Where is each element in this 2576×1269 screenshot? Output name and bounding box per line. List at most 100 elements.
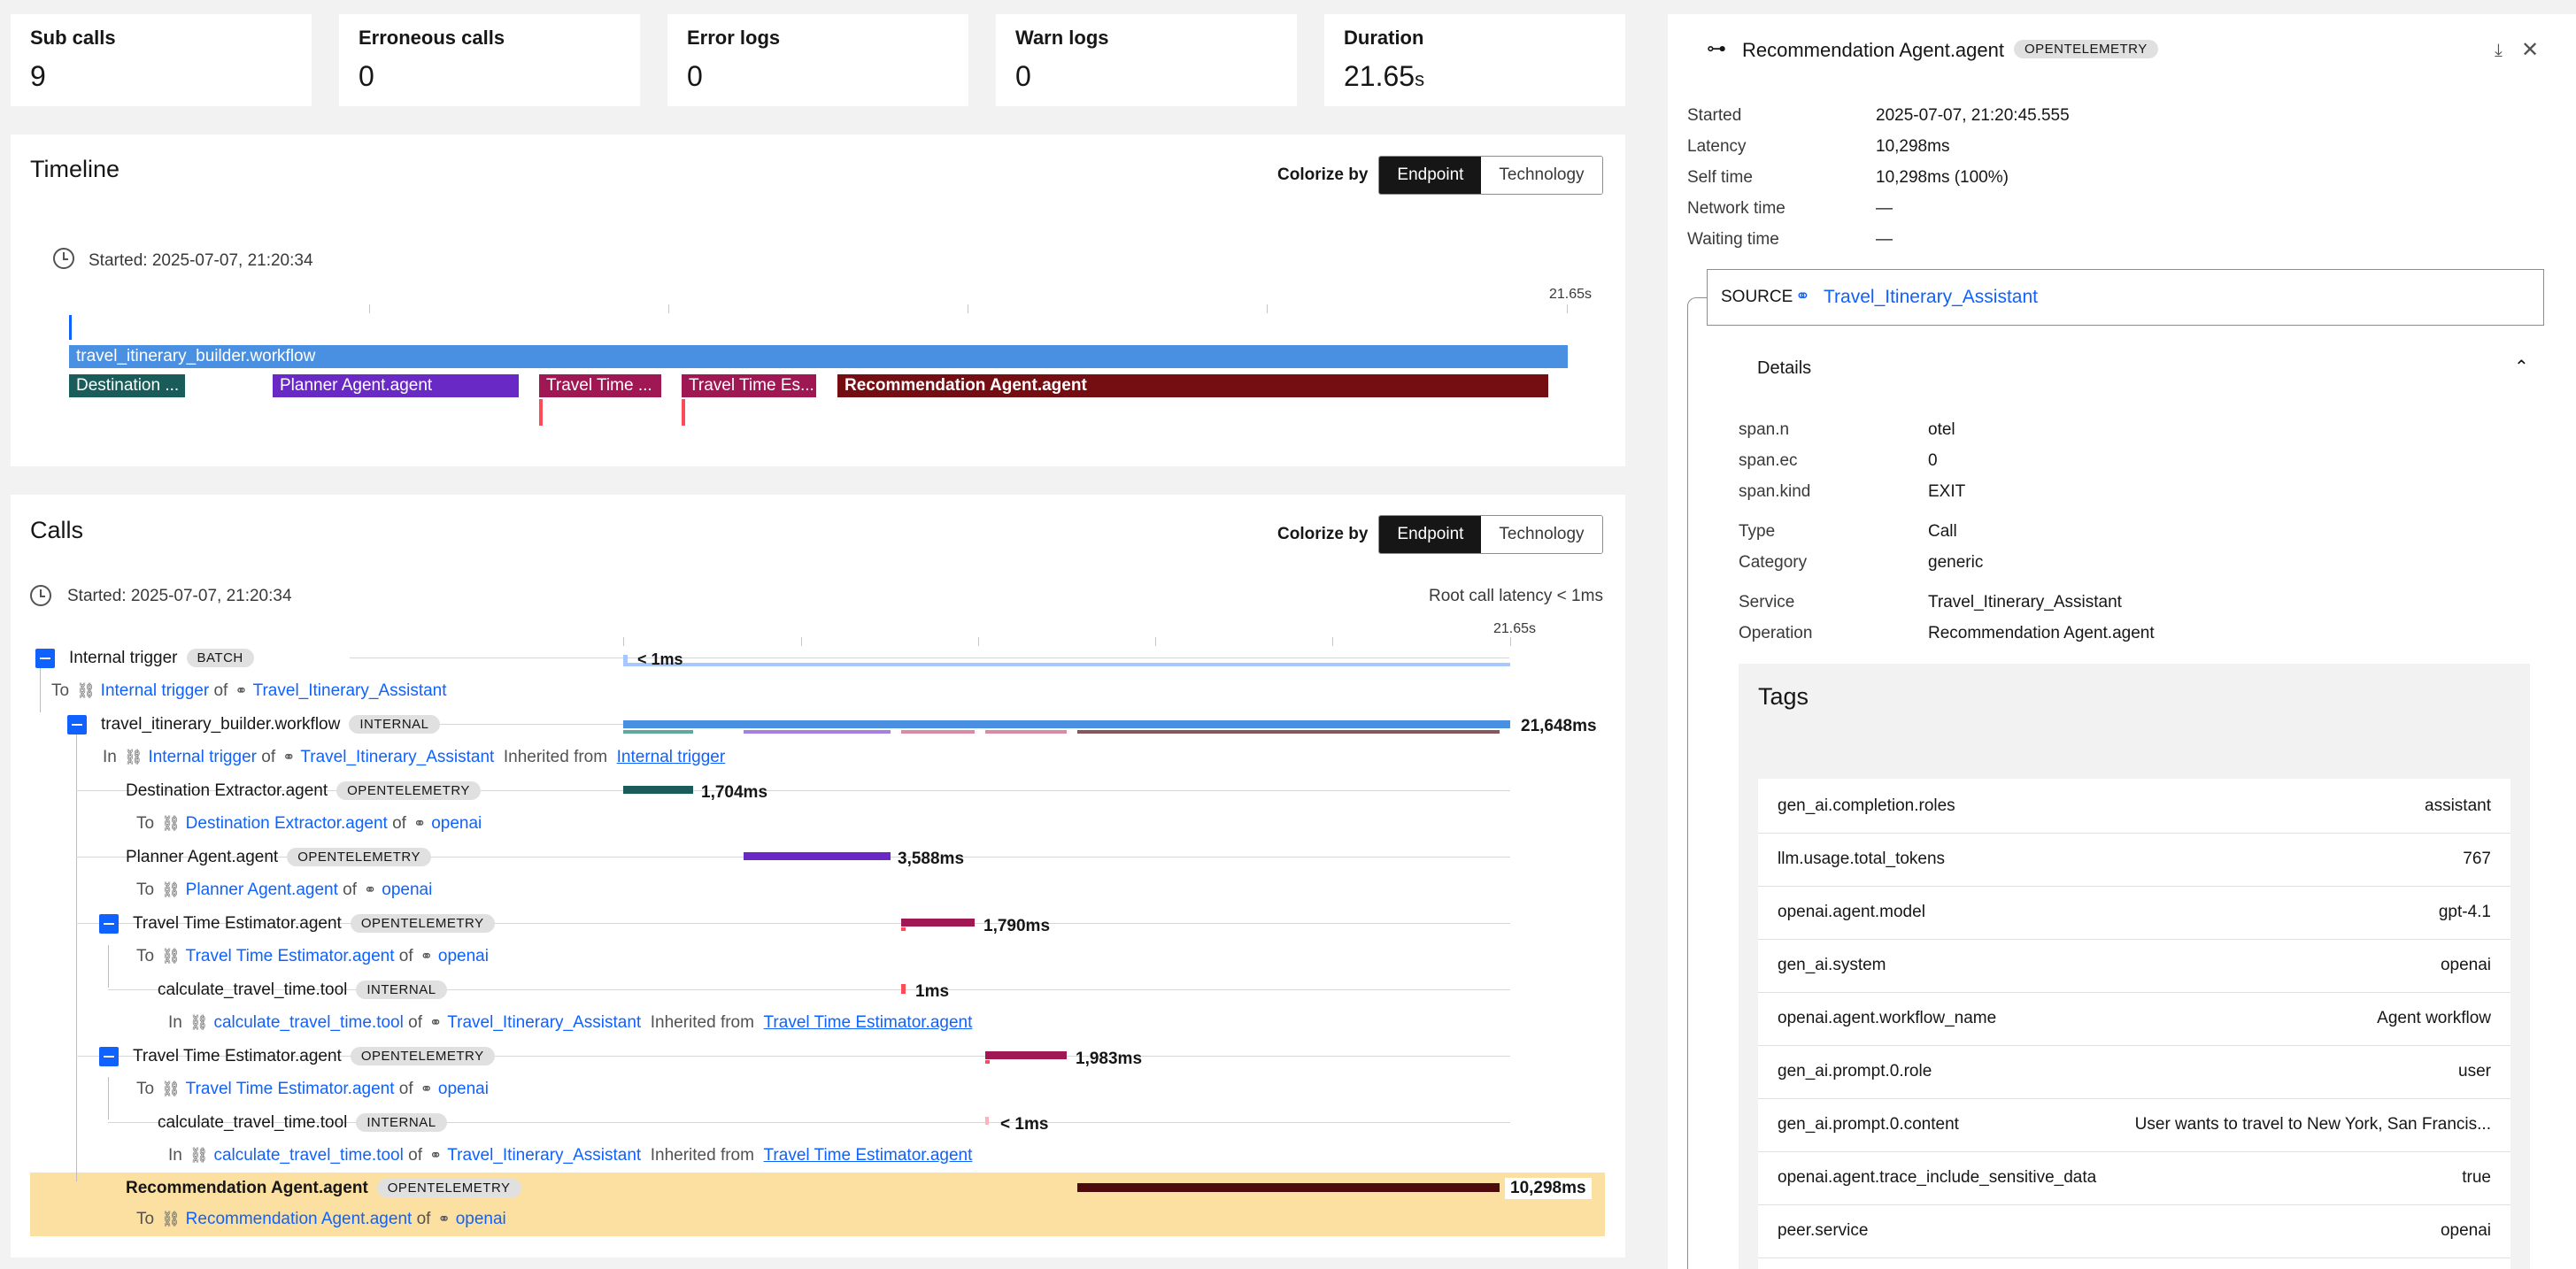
collapse-icon[interactable] [35, 649, 55, 668]
inherited-link[interactable]: Travel Time Estimator.agent [763, 1146, 973, 1165]
call-badge: OPENTELEMETRY [350, 1047, 495, 1065]
call-row-travel-time-estimator[interactable]: Travel Time Estimator.agent OPENTELEMETRY [133, 914, 495, 934]
chevron-up-icon[interactable]: ⌃ [2514, 358, 2529, 377]
tag-row: gen_ai.system openai [1758, 940, 2510, 993]
inherited-link[interactable]: Internal trigger [616, 748, 726, 766]
to-label: To [136, 881, 155, 899]
timeline-tick [668, 304, 669, 313]
kv-value: 10,298ms [1876, 137, 1950, 156]
download-icon[interactable]: ⤓ [2495, 41, 2503, 60]
tag-value: openai [2440, 956, 2491, 974]
call-row-internal-trigger[interactable]: Internal trigger BATCH [69, 649, 254, 668]
service-link[interactable]: openai [431, 814, 482, 833]
of-label: of [416, 1210, 431, 1228]
call-bar[interactable] [1077, 1183, 1500, 1192]
timeline-bar-travel-time-2[interactable]: Travel Time Es... [682, 374, 816, 397]
call-row-travel-time-estimator[interactable]: Travel Time Estimator.agent OPENTELEMETRY [133, 1047, 495, 1066]
endpoint-icon: ⛓ [123, 749, 143, 765]
timeline-bar-travel-time-1[interactable]: Travel Time ... [539, 374, 661, 397]
colorize-technology-button[interactable]: Technology [1481, 157, 1602, 194]
call-row-workflow[interactable]: travel_itinerary_builder.workflow INTERNA… [101, 715, 440, 734]
call-name: Travel Time Estimator.agent [133, 914, 342, 933]
service-link[interactable]: openai [437, 947, 489, 965]
endpoint-link[interactable]: calculate_travel_time.tool [213, 1013, 404, 1032]
call-row-destination-extractor[interactable]: Destination Extractor.agent OPENTELEMETRY [126, 781, 481, 801]
timeline-bar-recommendation[interactable]: Recommendation Agent.agent [837, 374, 1548, 397]
call-bar[interactable] [623, 786, 693, 794]
call-bar[interactable] [985, 1051, 1067, 1059]
endpoint-link[interactable]: Internal trigger [148, 748, 257, 766]
call-duration: 3,588ms [898, 850, 965, 868]
service-link[interactable]: Travel_Itinerary_Assistant [300, 748, 495, 766]
tag-value: true [2462, 1168, 2491, 1187]
detail-key: Type [1739, 522, 1776, 541]
call-row-calculate-travel-time[interactable]: calculate_travel_time.tool INTERNAL [158, 1113, 447, 1133]
inherited-link[interactable]: Travel Time Estimator.agent [763, 1013, 973, 1032]
duration-number: 21.65 [1344, 60, 1415, 92]
to-label: To [136, 814, 155, 833]
timeline-started: Started: 2025-07-07, 21:20:34 [89, 251, 313, 270]
call-name: Travel Time Estimator.agent [133, 1047, 342, 1065]
call-row-planner[interactable]: Planner Agent.agent OPENTELEMETRY [126, 848, 431, 867]
service-link[interactable]: openai [455, 1210, 506, 1228]
source-service-link[interactable]: Travel_Itinerary_Assistant [1824, 287, 2038, 307]
detail-value: otel [1928, 420, 1955, 439]
endpoint-link[interactable]: Planner Agent.agent [185, 881, 338, 899]
timeline-bar-destination[interactable]: Destination ... [69, 374, 185, 397]
call-bar[interactable] [901, 984, 906, 994]
child-bar [985, 730, 1067, 734]
call-bar[interactable] [744, 852, 891, 860]
call-subline: In ⛓ calculate_travel_time.tool of ⚭ Travel_… [168, 1146, 972, 1165]
timeline-title: Timeline [30, 156, 120, 182]
endpoint-link[interactable]: Travel Time Estimator.agent [185, 1080, 395, 1098]
endpoint-icon: ⛓ [161, 881, 181, 898]
details-heading[interactable]: Details [1757, 358, 1812, 378]
endpoint-link[interactable]: Destination Extractor.agent [185, 814, 388, 833]
service-link[interactable]: Travel_Itinerary_Assistant [447, 1013, 642, 1032]
collapse-icon[interactable] [99, 1047, 119, 1066]
card-value: 0 [359, 60, 374, 92]
colorize-endpoint-button[interactable]: Endpoint [1379, 516, 1482, 553]
child-bar [901, 730, 975, 734]
tree-guide [108, 945, 109, 988]
endpoint-link[interactable]: calculate_travel_time.tool [213, 1146, 404, 1165]
call-row-recommendation[interactable]: Recommendation Agent.agent OPENTELEMETRY [126, 1179, 521, 1198]
service-link[interactable]: openai [437, 1080, 489, 1098]
tag-key: gen_ai.prompt.0.role [1778, 1062, 1932, 1081]
detail-title: Recommendation Agent.agent [1742, 39, 2004, 61]
call-duration: 1,790ms [983, 917, 1051, 935]
calls-tick [978, 637, 979, 646]
card-value: 0 [687, 60, 703, 92]
service-icon: ⚭ [364, 881, 377, 898]
detail-key: Category [1739, 553, 1808, 572]
call-bar[interactable] [623, 655, 628, 664]
summary-card-sub-calls: Sub calls 9 [11, 14, 312, 106]
colorize-technology-button[interactable]: Technology [1481, 516, 1602, 553]
call-bar[interactable] [623, 720, 1510, 728]
tag-value: 767 [2463, 850, 2491, 868]
service-link[interactable]: Travel_Itinerary_Assistant [447, 1146, 642, 1165]
endpoint-link[interactable]: Recommendation Agent.agent [185, 1210, 413, 1228]
timeline-bar-workflow[interactable]: travel_itinerary_builder.workflow [69, 345, 1568, 368]
timeline-bar-planner[interactable]: Planner Agent.agent [273, 374, 519, 397]
call-row-calculate-travel-time[interactable]: calculate_travel_time.tool INTERNAL [158, 981, 447, 1000]
collapse-icon[interactable] [67, 715, 87, 734]
endpoint-icon: ⛓ [189, 1014, 209, 1031]
call-bar[interactable] [985, 1117, 989, 1125]
summary-card-warn-logs[interactable]: Warn logs 0 [996, 14, 1297, 106]
endpoint-link[interactable]: Internal trigger [100, 681, 210, 700]
call-bar[interactable] [901, 919, 975, 927]
summary-card-error-logs[interactable]: Error logs 0 [667, 14, 968, 106]
call-badge: INTERNAL [349, 715, 440, 734]
collapse-icon[interactable] [99, 914, 119, 934]
endpoint-link[interactable]: Travel Time Estimator.agent [185, 947, 395, 965]
source-box[interactable] [1707, 269, 2544, 326]
close-icon[interactable]: ✕ [2521, 38, 2540, 62]
timeline-end-label: 21.65s [1549, 287, 1593, 302]
colorize-endpoint-button[interactable]: Endpoint [1379, 157, 1482, 194]
detail-value: Call [1928, 522, 1957, 541]
row-separator [76, 790, 1510, 791]
service-link[interactable]: Travel_Itinerary_Assistant [252, 681, 447, 700]
call-badge: OPENTELEMETRY [350, 914, 495, 933]
service-link[interactable]: openai [382, 881, 433, 899]
